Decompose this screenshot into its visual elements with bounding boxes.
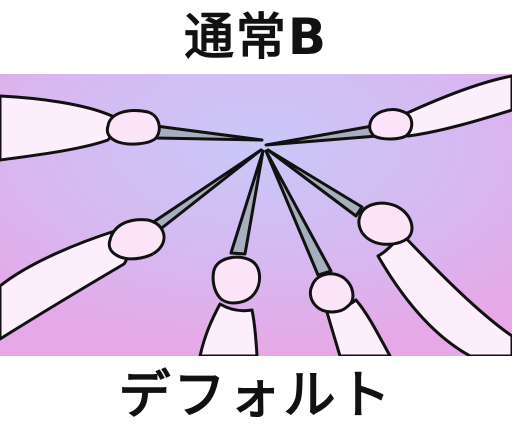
hand-mid-left bbox=[107, 218, 166, 261]
pencil-bottom-left bbox=[229, 149, 265, 256]
hand-mid-right bbox=[357, 201, 414, 246]
title-text: 通常B bbox=[183, 8, 329, 66]
arm-bottom-left bbox=[198, 302, 259, 356]
caption-text: デフォルト bbox=[118, 365, 394, 426]
illustration-panel bbox=[0, 74, 512, 356]
arm-mid-right bbox=[376, 232, 512, 356]
hand-top-left bbox=[105, 109, 161, 146]
hand-top-right bbox=[368, 108, 414, 141]
hand-bottom-left bbox=[211, 255, 261, 305]
pencil-hands-illustration bbox=[0, 74, 512, 356]
pencil-bottom-right bbox=[264, 149, 333, 277]
pencil-mid-right bbox=[266, 148, 364, 218]
hand-bottom-right bbox=[308, 272, 355, 314]
